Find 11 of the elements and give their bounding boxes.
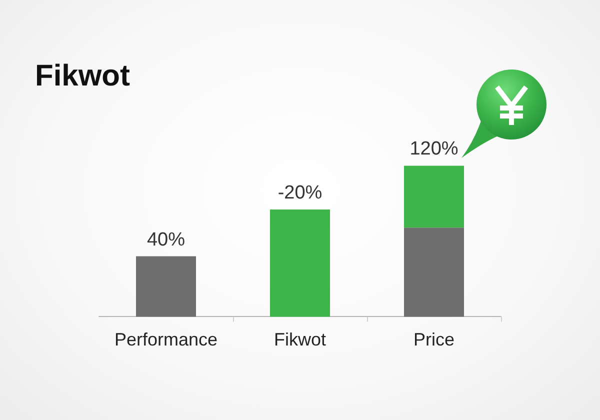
annotation: -20% [278,182,322,204]
annotation: 40% [146,229,186,250]
bar [136,256,196,317]
bar [404,228,464,317]
bar [270,209,330,317]
x-tick-label: Price [413,330,455,350]
bar [404,166,464,228]
x-tick-label: Fikwot [274,330,326,350]
chart-title: Fikwot [35,60,130,92]
annotation: 120% [410,138,458,160]
x-tick-label: Performance [114,330,218,350]
